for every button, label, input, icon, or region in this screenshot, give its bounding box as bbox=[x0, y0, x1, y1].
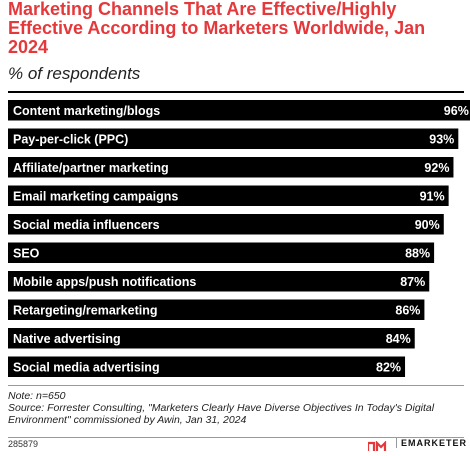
bar bbox=[8, 157, 454, 178]
value-label: 92% bbox=[424, 161, 449, 175]
bar-row: Pay-per-click (PPC) 93% bbox=[8, 128, 459, 149]
bar-row: SEO 88% bbox=[8, 242, 435, 263]
value-label: 82% bbox=[376, 360, 401, 374]
bar bbox=[8, 128, 459, 149]
bar-row: Mobile apps/push notifications 87% bbox=[8, 271, 430, 292]
category-label: Retargeting/remarketing bbox=[13, 303, 157, 317]
logo-text: EMARKETER bbox=[396, 438, 467, 448]
bar-row: Native advertising 84% bbox=[8, 328, 415, 349]
value-label: 86% bbox=[395, 303, 420, 317]
chart-id: 285879 bbox=[8, 439, 39, 449]
footer-divider bbox=[8, 437, 464, 438]
bar-row: Retargeting/remarketing 86% bbox=[8, 299, 425, 320]
bar bbox=[8, 271, 430, 292]
logo-mark-icon bbox=[366, 438, 390, 451]
category-label: Native advertising bbox=[13, 332, 121, 346]
bar bbox=[8, 100, 470, 121]
value-label: 93% bbox=[429, 132, 454, 146]
bar-row: Social media advertising 82% bbox=[8, 356, 406, 377]
emarketer-logo: EMARKETER bbox=[366, 438, 467, 451]
category-label: Social media advertising bbox=[13, 360, 160, 374]
bar-row: Social media influencers 90% bbox=[8, 214, 444, 235]
bar bbox=[8, 299, 425, 320]
bar-row: Email marketing campaigns 91% bbox=[8, 185, 449, 206]
category-label: Content marketing/blogs bbox=[13, 104, 160, 118]
category-label: Pay-per-click (PPC) bbox=[13, 132, 128, 146]
value-label: 96% bbox=[444, 104, 469, 118]
top-divider bbox=[8, 91, 464, 93]
value-label: 84% bbox=[386, 332, 411, 346]
value-label: 91% bbox=[420, 189, 445, 203]
bar-chart: Content marketing/blogs 96% Pay-per-click … bbox=[8, 100, 470, 377]
bar bbox=[8, 185, 449, 206]
category-label: Email marketing campaigns bbox=[13, 189, 178, 203]
category-label: Social media influencers bbox=[13, 218, 160, 232]
chart-title: Marketing Channels That Are Effective/Hi… bbox=[8, 0, 426, 57]
chart-source: Source: Forrester Consulting, "Marketers… bbox=[8, 402, 435, 426]
chart-note: Note: n=650 bbox=[8, 390, 66, 402]
value-label: 90% bbox=[415, 218, 440, 232]
value-label: 87% bbox=[400, 275, 425, 289]
bar bbox=[8, 356, 406, 377]
bar-row: Affiliate/partner marketing 92% bbox=[8, 157, 454, 178]
bar bbox=[8, 242, 435, 263]
bar bbox=[8, 328, 415, 349]
bottom-divider bbox=[8, 385, 464, 386]
bar bbox=[8, 214, 444, 235]
category-label: SEO bbox=[13, 246, 40, 260]
value-label: 88% bbox=[405, 246, 430, 260]
bar-row: Content marketing/blogs 96% bbox=[8, 100, 470, 121]
category-label: Mobile apps/push notifications bbox=[13, 275, 196, 289]
chart-subtitle: % of respondents bbox=[8, 64, 141, 83]
category-label: Affiliate/partner marketing bbox=[13, 161, 169, 175]
